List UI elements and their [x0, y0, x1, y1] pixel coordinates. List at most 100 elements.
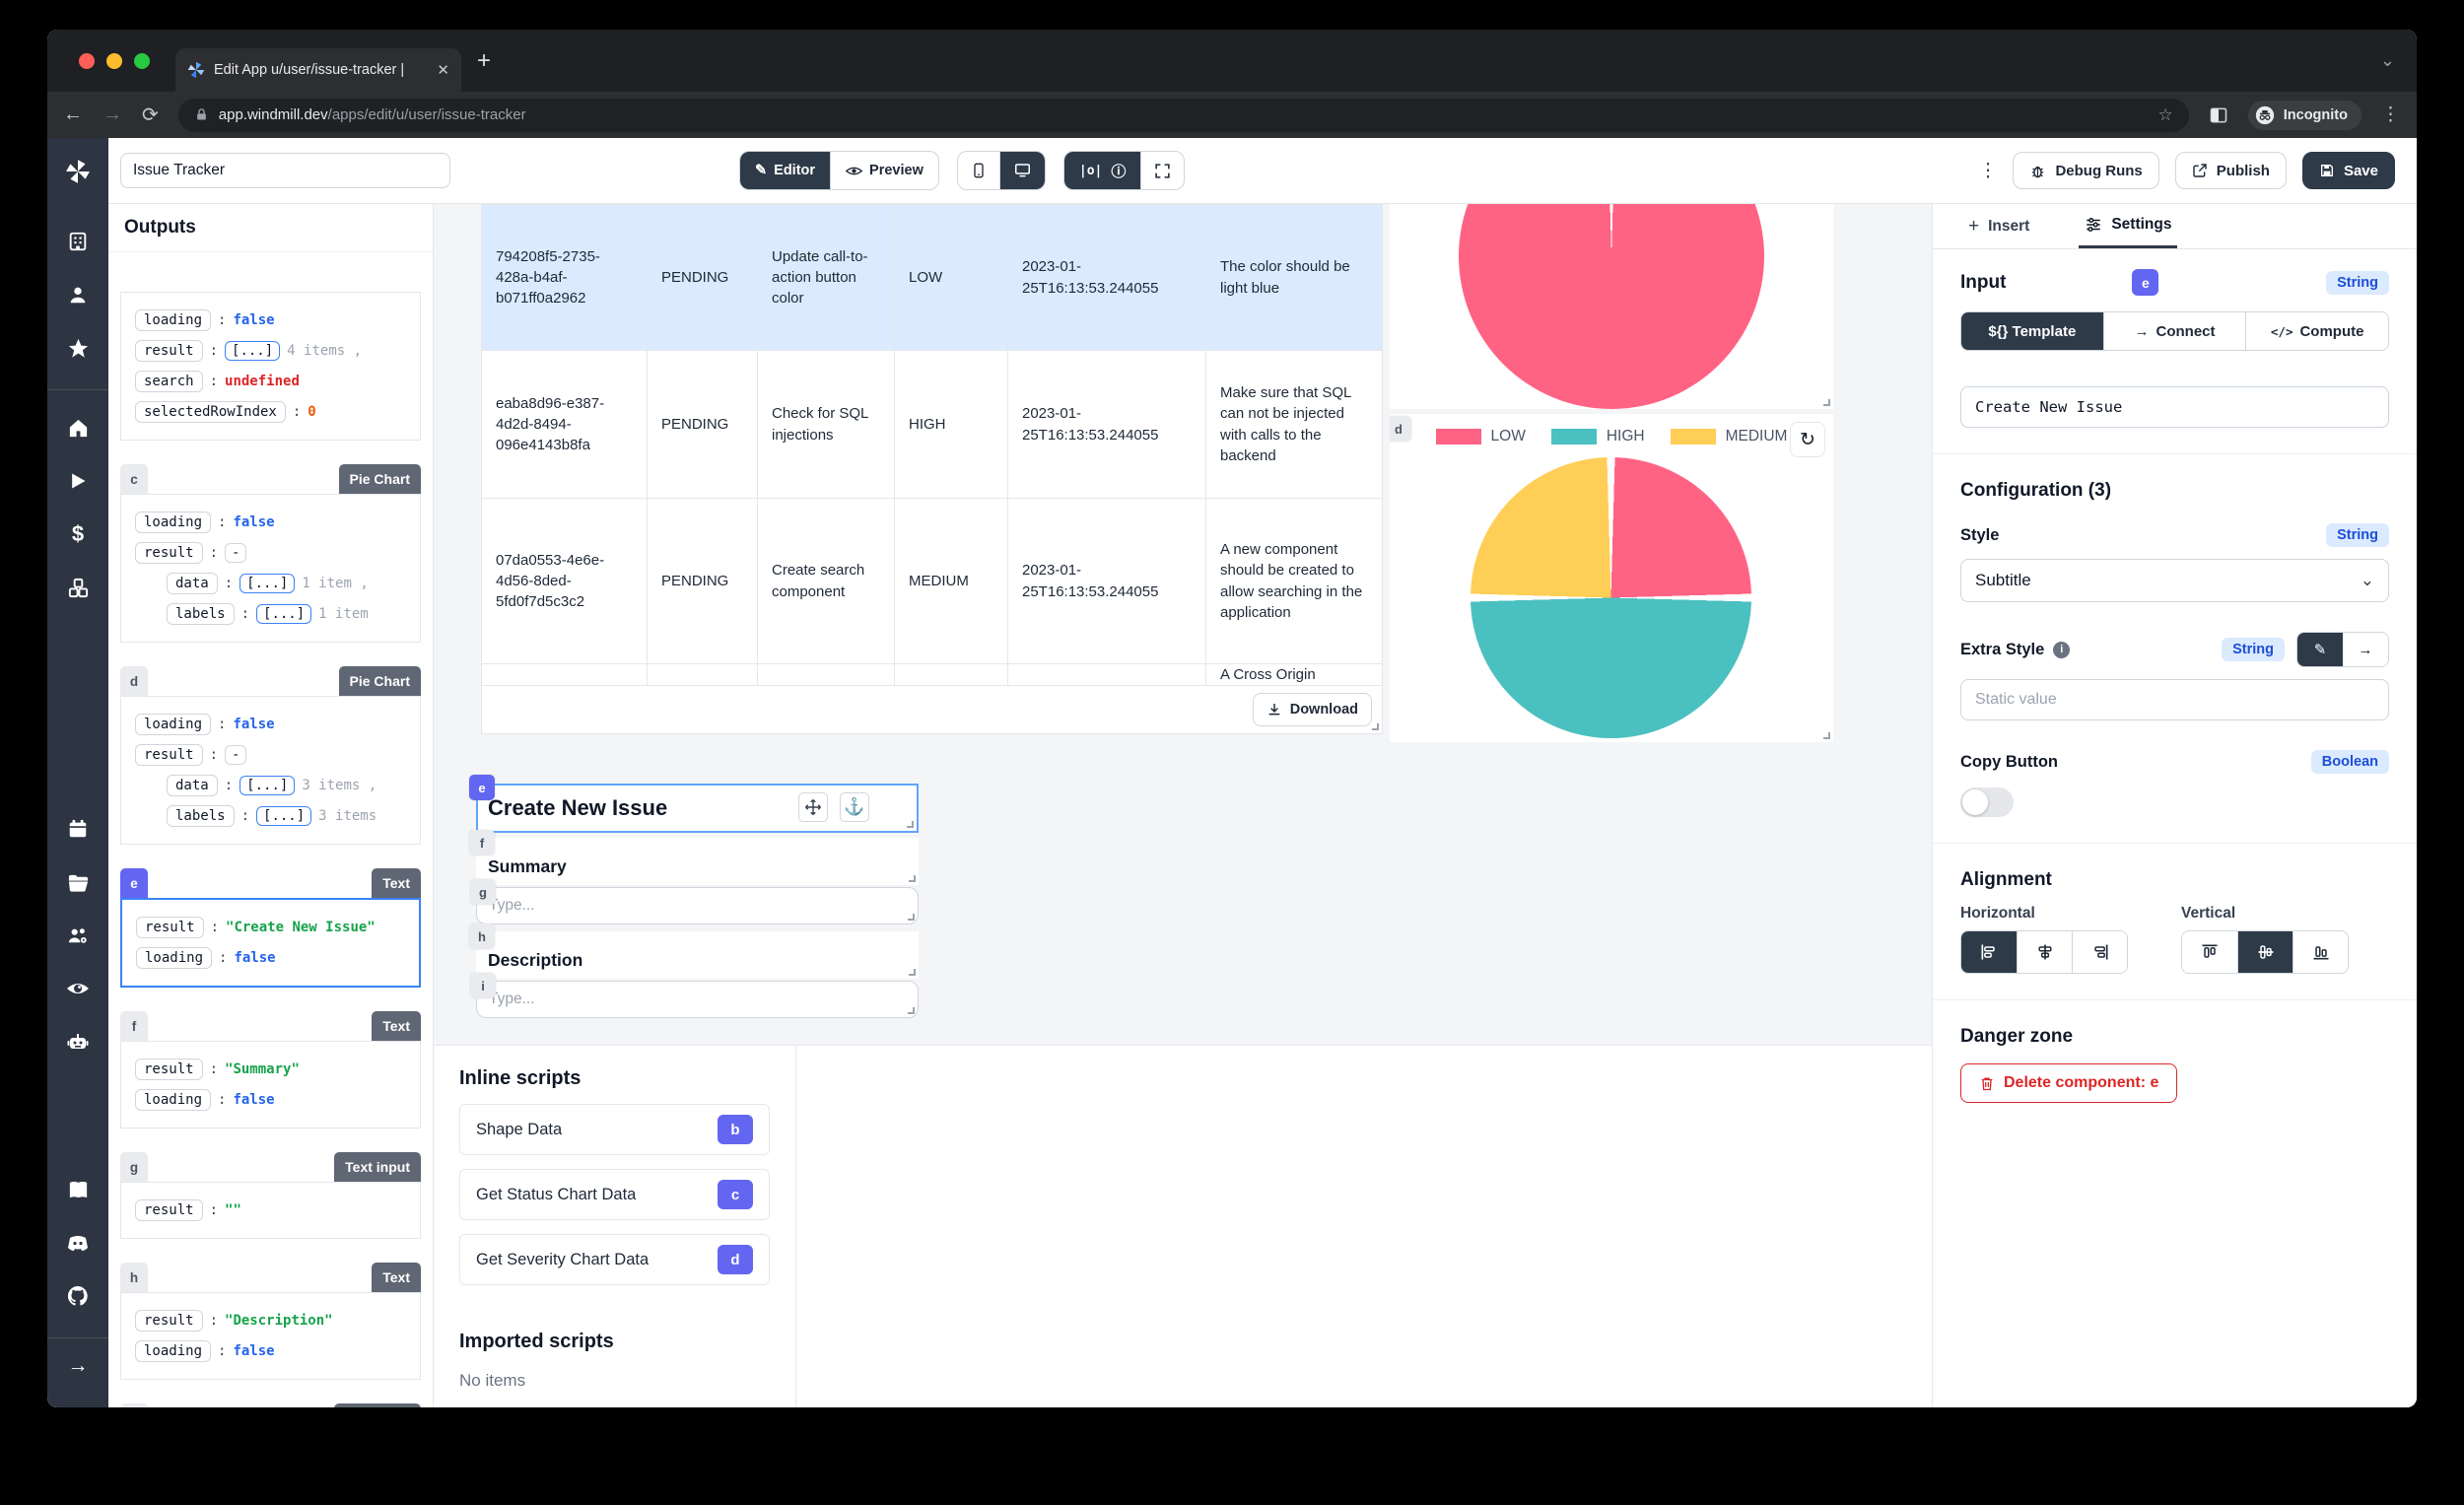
collapse-sidebar-arrow-icon[interactable]: →: [67, 1354, 89, 1377]
tab-search-chevron-icon[interactable]: ⌄: [2379, 50, 2395, 70]
component-f-badge[interactable]: f: [469, 830, 495, 855]
output-collapsed-value[interactable]: [...]: [256, 806, 312, 826]
output-collapsed-value[interactable]: [...]: [225, 341, 281, 361]
output-key[interactable]: result: [135, 1310, 203, 1332]
output-block[interactable]: e Text result :: [120, 868, 421, 988]
align-center-button[interactable]: [2017, 931, 2072, 973]
fullscreen-button[interactable]: [1140, 152, 1184, 189]
table-cell[interactable]: PENDING: [648, 351, 758, 498]
output-row[interactable]: result : -: [135, 542, 406, 564]
table-component[interactable]: 794208f5-2735-428a-b4af-b071ff0a2962 PEND…: [481, 204, 1383, 734]
folders-icon[interactable]: [66, 870, 90, 894]
output-row[interactable]: selectedRowIndex : 0: [135, 401, 406, 423]
user-icon[interactable]: [66, 283, 90, 307]
component-letter-badge[interactable]: g: [120, 1152, 148, 1182]
output-block[interactable]: d Pie Chart loading :: [120, 666, 421, 845]
output-row[interactable]: result : [...] 4 items ,: [135, 340, 406, 362]
table-cell[interactable]: HIGH: [895, 351, 1008, 498]
output-row[interactable]: labels : [...] 1 item: [167, 603, 406, 625]
copy-button-toggle[interactable]: [1960, 787, 2014, 817]
output-row[interactable]: labels : [...] 3 items: [167, 805, 406, 827]
windmill-logo[interactable]: [65, 138, 91, 204]
app-name-input[interactable]: [120, 153, 450, 188]
mobile-view-button[interactable]: [958, 152, 999, 189]
table-cell[interactable]: 2023-01-25T16:13:53.244055: [1008, 205, 1206, 350]
output-key[interactable]: result: [136, 917, 204, 938]
legend-item[interactable]: MEDIUM: [1670, 428, 1787, 445]
summary-input-placeholder[interactable]: Type...: [489, 897, 535, 914]
table-cell[interactable]: Check for SQL injections: [758, 351, 895, 498]
description-input-placeholder[interactable]: Type...: [489, 991, 535, 1007]
text-component-h[interactable]: h Description: [469, 924, 919, 979]
maximize-window-button[interactable]: [134, 52, 150, 69]
docs-book-icon[interactable]: [66, 1178, 90, 1201]
table-cell[interactable]: [648, 664, 758, 685]
output-row[interactable]: result : -: [135, 744, 406, 766]
align-left-button[interactable]: [1961, 931, 2017, 973]
output-block[interactable]: i Text input result :: [120, 1403, 421, 1407]
connect-mode-tab[interactable]: → Connect: [2102, 312, 2246, 350]
tab-settings[interactable]: Settings: [2079, 204, 2178, 248]
output-block[interactable]: f Text result :: [120, 1011, 421, 1129]
output-collapsed-value[interactable]: -: [225, 745, 247, 765]
app-canvas[interactable]: 794208f5-2735-428a-b4af-b071ff0a2962 PEND…: [434, 204, 1932, 1045]
tab-insert[interactable]: + Insert: [1968, 215, 2030, 237]
output-key[interactable]: search: [135, 371, 203, 392]
desktop-view-button[interactable]: [998, 152, 1045, 189]
back-icon[interactable]: ←: [63, 103, 83, 125]
text-input-component-i[interactable]: i Type...: [470, 973, 919, 1018]
delete-component-button[interactable]: Delete component: e: [1960, 1063, 2178, 1103]
extra-style-input[interactable]: [1960, 679, 2389, 720]
output-row[interactable]: loading : false: [135, 714, 406, 735]
output-row[interactable]: loading : false: [135, 512, 406, 533]
output-block[interactable]: loading : false result: [120, 262, 421, 441]
workers-robot-icon[interactable]: [66, 1030, 90, 1054]
component-letter-badge[interactable]: h: [120, 1263, 148, 1292]
download-button[interactable]: Download: [1252, 693, 1372, 726]
output-collapsed-value[interactable]: -: [225, 543, 247, 563]
favorites-star-icon[interactable]: [66, 336, 90, 360]
browser-menu-icon[interactable]: ⋮: [2381, 104, 2401, 125]
inline-script-item[interactable]: Get Status Chart Data c: [459, 1169, 770, 1220]
output-key[interactable]: labels: [167, 805, 235, 827]
tab-close-icon[interactable]: ✕: [437, 62, 449, 79]
table-cell[interactable]: A new component should be created to all…: [1220, 540, 1363, 621]
output-key[interactable]: loading: [135, 714, 212, 735]
publish-button[interactable]: Publish: [2174, 152, 2287, 189]
output-row[interactable]: loading : false: [135, 1089, 406, 1111]
save-button[interactable]: Save: [2301, 152, 2395, 189]
table-cell[interactable]: Update call-to-action button color: [758, 205, 895, 350]
align-middle-button[interactable]: [2237, 931, 2293, 973]
output-key[interactable]: loading: [135, 1089, 212, 1111]
debug-runs-button[interactable]: Debug Runs: [2013, 152, 2159, 189]
groups-icon[interactable]: [66, 924, 90, 947]
align-right-button[interactable]: [2072, 931, 2127, 973]
table-cell[interactable]: [1008, 664, 1206, 685]
pie-chart-d-component[interactable]: d LOW: [1390, 414, 1833, 742]
component-letter-badge[interactable]: f: [120, 1011, 148, 1041]
form-title-text[interactable]: Create New Issue: [488, 795, 668, 820]
severity-pie-chart[interactable]: [1471, 457, 1751, 738]
reload-icon[interactable]: ⟳: [142, 104, 159, 126]
component-letter-badge[interactable]: i: [120, 1403, 148, 1407]
output-key[interactable]: result: [135, 744, 203, 766]
text-component-f[interactable]: f Summary: [469, 830, 919, 885]
component-i-badge[interactable]: i: [470, 973, 496, 998]
table-cell[interactable]: eaba8d96-e387-4d2d-8494-096e4143b8fa: [482, 351, 648, 498]
output-key[interactable]: loading: [136, 947, 213, 969]
output-row[interactable]: result : "Create New Issue": [136, 917, 405, 938]
table-row[interactable]: 794208f5-2735-428a-b4af-b071ff0a2962 PEND…: [482, 205, 1382, 351]
url-bar[interactable]: app.windmill.dev/apps/edit/u/user/issue-…: [177, 98, 2189, 132]
output-key[interactable]: result: [135, 1059, 203, 1080]
table-cell[interactable]: 2023-01-25T16:13:53.244055: [1008, 351, 1206, 498]
table-cell[interactable]: The color should be light blue: [1220, 258, 1350, 297]
bookmark-star-icon[interactable]: ☆: [2157, 104, 2173, 124]
output-row[interactable]: search : undefined: [135, 371, 406, 392]
table-row[interactable]: A Cross Origin: [482, 664, 1382, 686]
minimize-window-button[interactable]: [106, 52, 122, 69]
output-row[interactable]: loading : false: [135, 309, 406, 331]
template-value-input[interactable]: [1960, 386, 2389, 428]
traffic-lights[interactable]: [79, 52, 150, 69]
legend-item[interactable]: HIGH: [1550, 428, 1645, 445]
schedules-calendar-icon[interactable]: [66, 817, 90, 841]
